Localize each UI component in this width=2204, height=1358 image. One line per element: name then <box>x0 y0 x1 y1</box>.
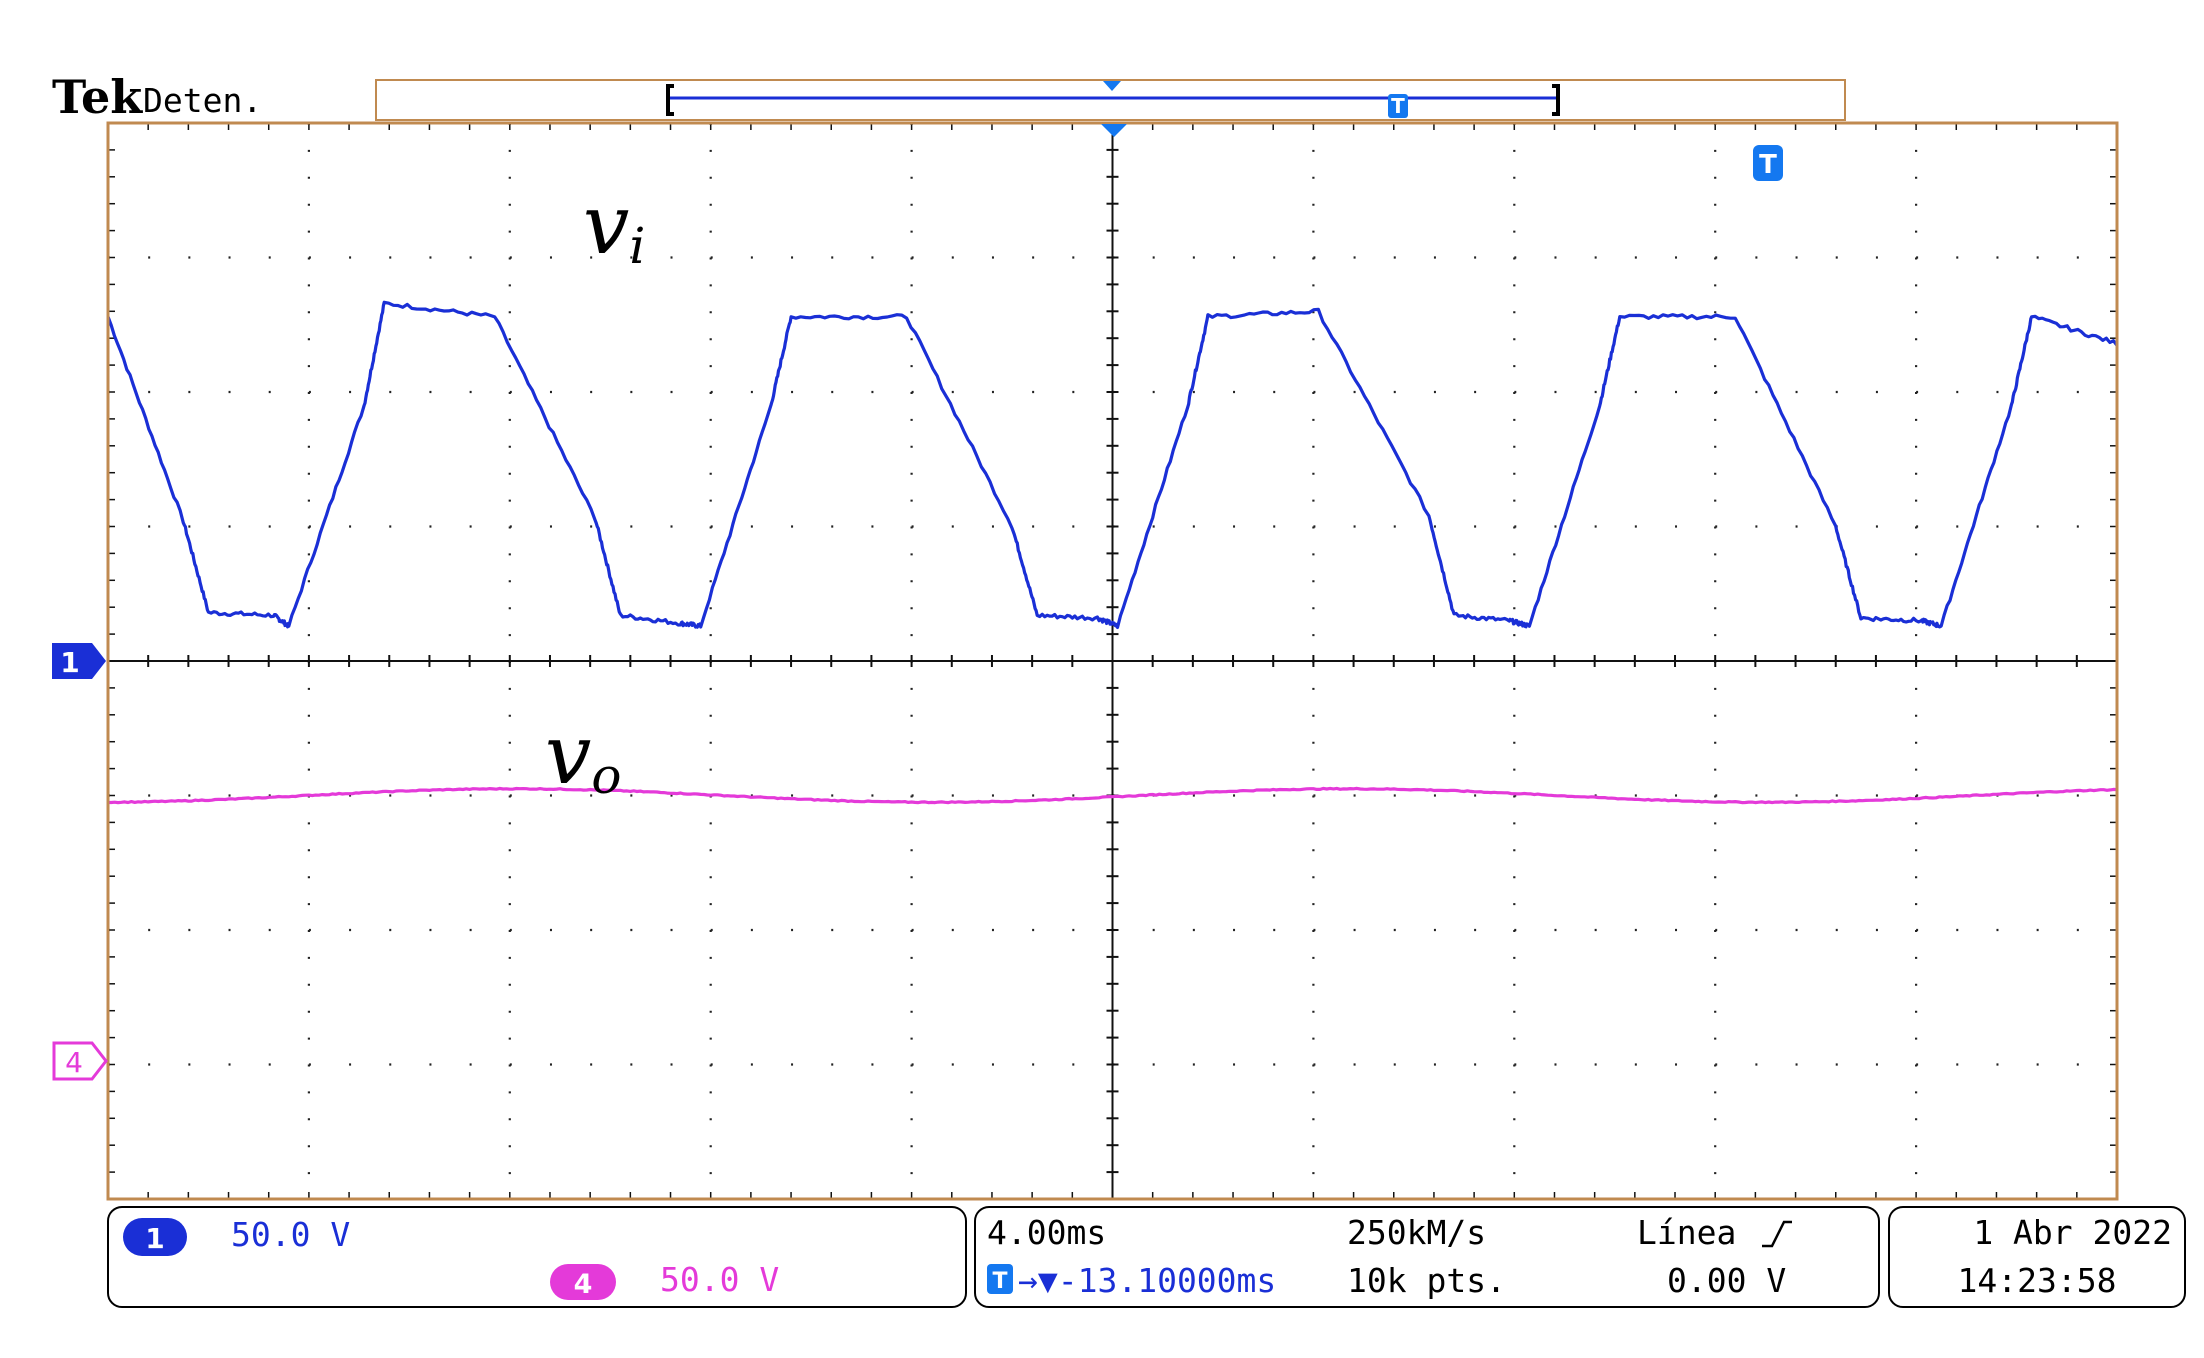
record-length: 10k pts. <box>1347 1261 1506 1300</box>
overview-position-marker <box>1103 81 1121 91</box>
record-overview-bar[interactable]: T <box>375 79 1846 121</box>
capture-time: 14:23:58 <box>1958 1261 2117 1300</box>
ch1-ground-marker[interactable]: 1 <box>52 643 106 679</box>
trigger-level: 0.00 V <box>1667 1261 1786 1300</box>
acquisition-status: Deten. <box>143 81 262 120</box>
svg-text:4: 4 <box>574 1269 593 1300</box>
trigger-point-marker[interactable]: T <box>1753 145 1783 181</box>
brand-logo: Tek <box>52 70 143 124</box>
horizontal-readout-panel[interactable]: 4.00ms 250kM/s Línea T →▼-13.10000ms 10k… <box>974 1206 1880 1308</box>
sample-rate: 250kM/s <box>1347 1213 1486 1252</box>
traces <box>106 300 2119 805</box>
graticule <box>108 123 2117 1199</box>
datetime-readout-panel: 1 Abr 2022 14:23:58 <box>1888 1206 2186 1308</box>
svg-text:4: 4 <box>65 1046 83 1079</box>
svg-text:T: T <box>992 1269 1007 1294</box>
ch4-ground-marker[interactable]: 4 <box>52 1041 108 1081</box>
ch1-badge: 1 <box>123 1218 187 1256</box>
trigger-source: Línea <box>1637 1213 1736 1252</box>
trigger-offset-icon: T <box>987 1264 1013 1294</box>
ch1-scale: 50.0 V <box>231 1215 350 1254</box>
ch4-scale: 50.0 V <box>660 1260 779 1299</box>
channel-readout-panel[interactable]: 1 50.0 V 4 50.0 V <box>107 1206 967 1308</box>
svg-text:1: 1 <box>145 1222 164 1255</box>
vo-trace <box>108 786 2118 805</box>
svg-text:T: T <box>1391 94 1405 118</box>
time-per-division: 4.00ms <box>987 1213 1106 1252</box>
horizontal-position-marker[interactable] <box>1101 124 1127 137</box>
vo-trace-label: vo <box>545 708 621 805</box>
svg-text:1: 1 <box>60 646 79 679</box>
trigger-offset: →▼-13.10000ms <box>1018 1261 1276 1300</box>
vi-trace <box>106 300 2119 630</box>
ch4-badge: 4 <box>550 1264 616 1300</box>
rising-edge-icon <box>1762 1220 1792 1248</box>
capture-date: 1 Abr 2022 <box>1973 1213 2172 1252</box>
overview-trigger-marker: T <box>1388 94 1408 118</box>
plot-frame <box>106 121 2119 1201</box>
vi-trace-label: vi <box>583 178 645 275</box>
svg-text:T: T <box>1759 150 1777 180</box>
